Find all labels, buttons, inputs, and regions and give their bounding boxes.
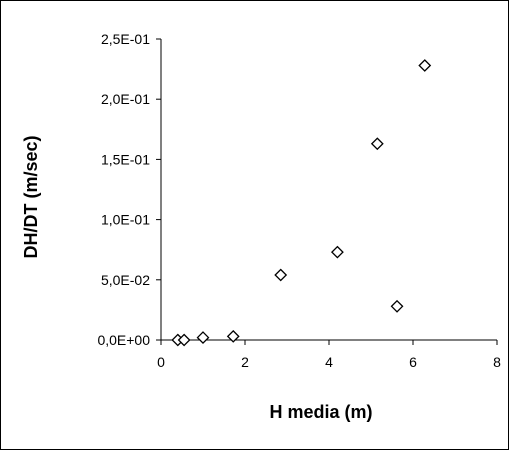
data-point-marker	[196, 331, 210, 345]
data-point-marker	[330, 245, 344, 259]
x-tick-label: 0	[157, 354, 165, 370]
y-tick-label: 0,0E+00	[97, 332, 150, 348]
x-axis-ticks: 0 2 4 6 8	[157, 340, 501, 370]
data-point-marker	[370, 137, 384, 151]
x-tick-label: 2	[241, 354, 249, 370]
y-tick-label: 1,0E-01	[101, 212, 150, 228]
x-tick-label: 6	[409, 354, 417, 370]
y-axis-label: DH/DT (m/sec)	[21, 135, 41, 258]
y-tick-label: 1,5E-01	[101, 151, 150, 167]
x-tick-label: 4	[325, 354, 333, 370]
data-point-marker	[418, 59, 432, 72]
y-tick-label: 2,5E-01	[101, 31, 150, 47]
y-tick-label: 2,0E-01	[101, 91, 150, 107]
y-tick-label: 5,0E-02	[101, 272, 150, 288]
data-points	[171, 59, 432, 347]
data-point-marker	[177, 333, 191, 347]
y-axis-ticks: 0,0E+00 5,0E-02 1,0E-01 1,5E-01 2,0E-01 2,5E-…	[97, 31, 161, 348]
data-point-marker	[226, 329, 240, 343]
data-point-marker	[274, 268, 288, 282]
x-tick-label: 8	[493, 354, 501, 370]
data-point-marker	[390, 299, 404, 313]
x-axis-label: H media (m)	[269, 402, 372, 422]
